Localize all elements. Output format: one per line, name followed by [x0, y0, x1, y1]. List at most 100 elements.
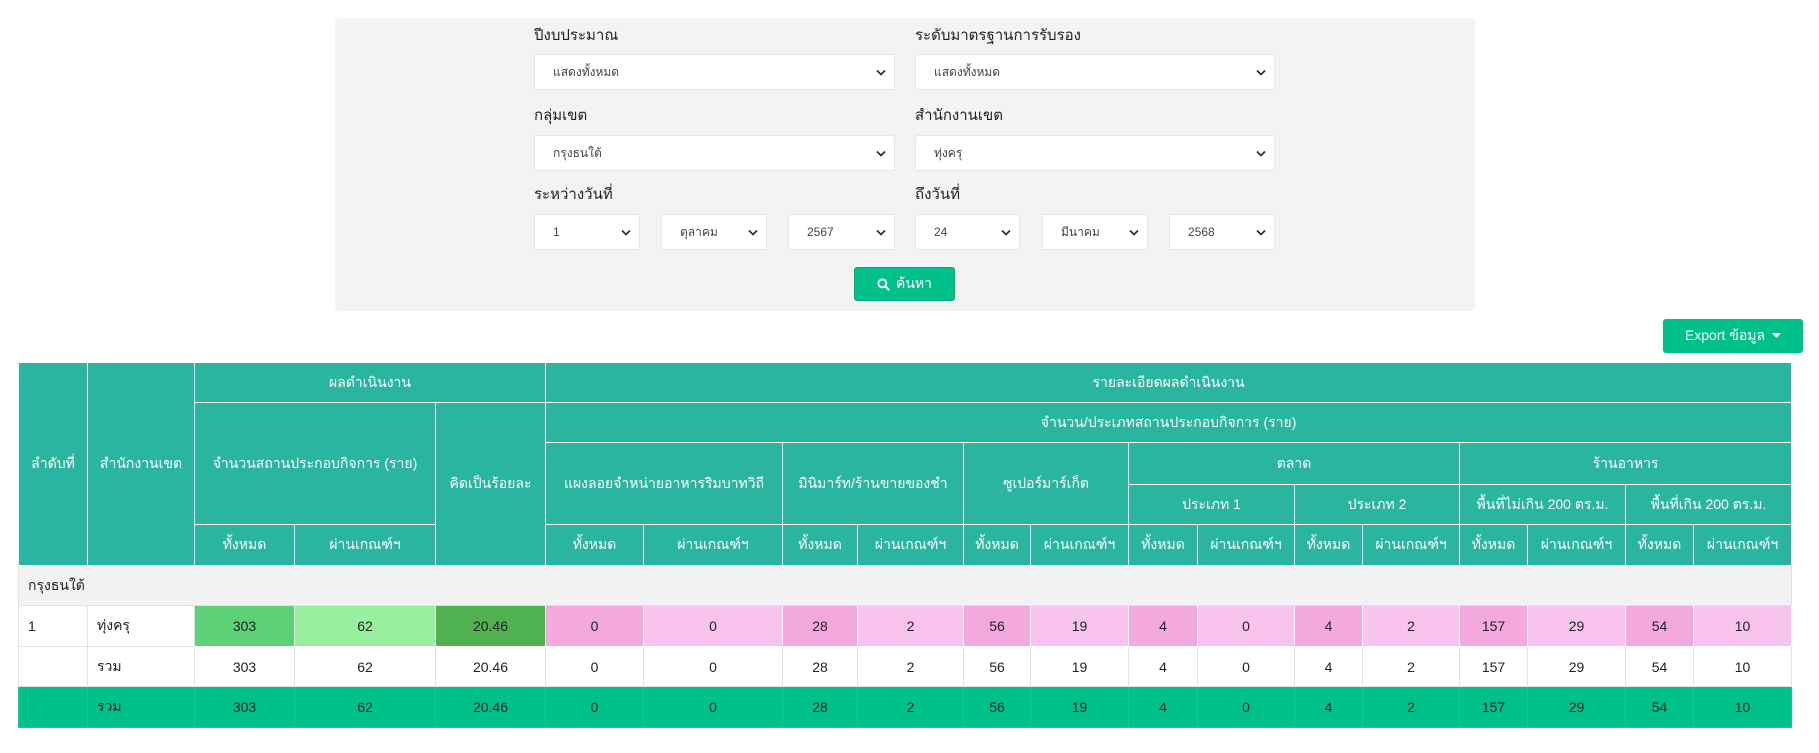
- street-stall-total-cell: 0: [545, 646, 644, 687]
- standard-level-select[interactable]: แสดงทั้งหมด: [915, 54, 1275, 90]
- minimart-header: มินิมาร์ท/ร้านขายของชำ: [782, 442, 964, 525]
- minimart-passed-cell: 2: [857, 605, 964, 647]
- district-cell: ทุ่งครุ: [87, 605, 195, 647]
- restaurant-large-passed-cell: 10: [1692, 686, 1793, 728]
- total-header: ทั้งหมด: [963, 524, 1031, 566]
- header-row: ลำดับที่ สำนักงานเขต ผลดำเนินงาน รายละเอ…: [18, 362, 1793, 566]
- district-group-label: กลุ่มเขต: [534, 107, 588, 124]
- passed-header: ผ่านเกณฑ์ฯ: [294, 524, 436, 566]
- date-to-month-select[interactable]: มีนาคม: [1042, 214, 1148, 250]
- restaurant-large-passed-cell: 10: [1692, 646, 1793, 687]
- restaurant-small-passed-cell: 29: [1527, 646, 1626, 687]
- market-header: ตลาด: [1128, 442, 1460, 485]
- report-table: ลำดับที่ สำนักงานเขต ผลดำเนินงาน รายละเอ…: [17, 362, 1793, 728]
- passed-header: ผ่านเกณฑ์ฯ: [643, 524, 783, 566]
- header-row: จำนวนสถานประกอบกิจการ (ราย) คิดเป็นร้อยล…: [19, 402, 1793, 566]
- fiscal-year-label: ปีงบประมาณ: [534, 27, 619, 44]
- total-header: ทั้งหมด: [194, 524, 295, 566]
- district-header: สำนักงานเขต: [87, 362, 195, 566]
- chevron-down-icon: [748, 229, 758, 236]
- date-to-day-select[interactable]: 24: [915, 214, 1020, 250]
- total-row: รวม 303 62 20.46 0 0 28 2 56 19 4 0 4 2 …: [18, 686, 1793, 728]
- percent-header: คิดเป็นร้อยละ: [435, 402, 546, 566]
- date-to-year-value: 2568: [1188, 225, 1215, 239]
- market-type1-passed-cell: 0: [1197, 605, 1295, 647]
- header-row: แผงลอยจำหน่ายอาหารริมบาทวิถี มินิมาร์ท/ร…: [19, 442, 1793, 525]
- standard-level-label: ระดับมาตรฐานการรับรอง: [915, 27, 1081, 44]
- passed-header: ผ่านเกณฑ์ฯ: [1527, 524, 1626, 566]
- restaurant-header: ร้านอาหาร: [1458, 442, 1793, 485]
- search-button[interactable]: ค้นหา: [854, 267, 955, 301]
- street-stall-total-cell: 0: [545, 605, 644, 647]
- date-to-month-value: มีนาคม: [1061, 225, 1100, 239]
- supermarket-passed-cell: 19: [1030, 686, 1129, 728]
- market-type2-total-cell: 4: [1294, 686, 1363, 728]
- establishments-passed-cell: 62: [294, 686, 436, 728]
- order-header: ลำดับที่: [18, 362, 88, 566]
- restaurant-small-total-cell: 157: [1459, 646, 1528, 687]
- total-label: รวม: [87, 686, 195, 728]
- date-from-day-value: 1: [553, 225, 560, 239]
- supermarket-total-cell: 56: [963, 646, 1031, 687]
- date-from-year-select[interactable]: 2567: [788, 214, 895, 250]
- market-type2-passed-cell: 2: [1362, 605, 1460, 647]
- establishments-passed-cell: 62: [294, 605, 436, 647]
- date-to-label: ถึงวันที่: [915, 186, 960, 203]
- total-header: ทั้งหมด: [782, 524, 858, 566]
- empty-cell: [18, 646, 88, 687]
- percent-cell: 20.46: [435, 646, 546, 687]
- supermarket-passed-cell: 19: [1030, 605, 1129, 647]
- restaurant-large-passed-cell: 10: [1692, 605, 1793, 647]
- filter-panel: ปีงบประมาณ แสดงทั้งหมด ระดับมาตรฐานการรั…: [335, 18, 1475, 311]
- subtotal-label: รวม: [87, 646, 195, 687]
- date-from-day-select[interactable]: 1: [534, 214, 640, 250]
- district-office-select[interactable]: ทุ่งครุ: [915, 135, 1275, 171]
- order-cell: 1: [18, 605, 88, 647]
- district-group-select[interactable]: กรุงธนใต้: [534, 135, 895, 171]
- street-stall-passed-cell: 0: [643, 646, 783, 687]
- restaurant-small-passed-cell: 29: [1527, 686, 1626, 728]
- establishments-total-cell: 303: [194, 686, 295, 728]
- chevron-down-icon: [621, 229, 631, 236]
- supermarket-total-cell: 56: [963, 686, 1031, 728]
- total-header: ทั้งหมด: [1128, 524, 1198, 566]
- fiscal-year-value: แสดงทั้งหมด: [553, 65, 620, 79]
- chevron-down-icon: [1256, 69, 1266, 76]
- restaurant-small-total-cell: 157: [1459, 605, 1528, 647]
- passed-header: ผ่านเกณฑ์ฯ: [1030, 524, 1129, 566]
- group-name: กรุงธนใต้: [17, 565, 1793, 606]
- chevron-down-icon: [1001, 229, 1011, 236]
- date-from-year-value: 2567: [807, 225, 834, 239]
- group-row: กรุงธนใต้: [17, 565, 1793, 606]
- standard-level-value: แสดงทั้งหมด: [934, 65, 1001, 79]
- street-stall-header: แผงลอยจำหน่ายอาหารริมบาทวิถี: [545, 442, 783, 525]
- supermarket-passed-cell: 19: [1030, 646, 1129, 687]
- total-header: ทั้งหมด: [545, 524, 644, 566]
- passed-header: ผ่านเกณฑ์ฯ: [1362, 524, 1460, 566]
- total-header: ทั้งหมด: [1459, 524, 1528, 566]
- minimart-total-cell: 28: [782, 686, 858, 728]
- subtotal-row: รวม 303 62 20.46 0 0 28 2 56 19 4 0 4 2 …: [18, 646, 1793, 687]
- chevron-down-icon: [1256, 229, 1266, 236]
- chevron-down-icon: [876, 150, 886, 157]
- date-to-day-value: 24: [934, 225, 948, 239]
- fiscal-year-select[interactable]: แสดงทั้งหมด: [534, 54, 895, 90]
- market-type2-total-cell: 4: [1294, 605, 1363, 647]
- date-from-month-select[interactable]: ตุลาคม: [661, 214, 767, 250]
- restaurant-large-header: พื้นที่เกิน 200 ตร.ม.: [1624, 484, 1793, 525]
- date-to-year-select[interactable]: 2568: [1169, 214, 1275, 250]
- market-type2-passed-cell: 2: [1362, 646, 1460, 687]
- street-stall-total-cell: 0: [545, 686, 644, 728]
- market-type1-total-cell: 4: [1128, 605, 1198, 647]
- district-group-value: กรุงธนใต้: [553, 146, 602, 160]
- total-header: ทั้งหมด: [1294, 524, 1363, 566]
- header-row: ประเภท 1 ประเภท 2 พื้นที่ไม่เกิน 200 ตร.…: [19, 484, 1793, 525]
- market-type2-total-cell: 4: [1294, 646, 1363, 687]
- minimart-total-cell: 28: [782, 646, 858, 687]
- supermarket-header: ซูเปอร์มาร์เก็ต: [963, 442, 1129, 525]
- market-type1-total-cell: 4: [1128, 646, 1198, 687]
- restaurant-small-passed-cell: 29: [1527, 605, 1626, 647]
- export-button[interactable]: Export ข้อมูล: [1663, 319, 1803, 353]
- passed-header: ผ่านเกณฑ์ฯ: [1197, 524, 1295, 566]
- supermarket-total-cell: 56: [963, 605, 1031, 647]
